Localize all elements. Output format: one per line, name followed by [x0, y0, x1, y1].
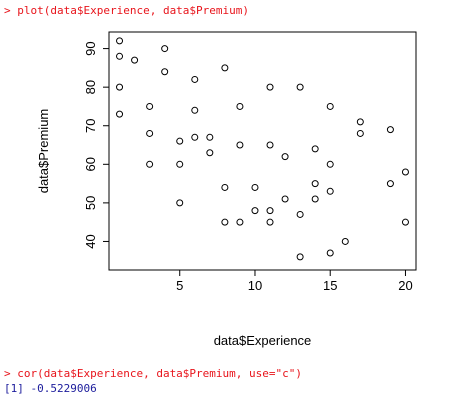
data-point-8: [161, 45, 169, 53]
data-point-34: [296, 253, 304, 261]
x-tick-label-10: 10: [248, 278, 262, 293]
data-point-15: [191, 133, 199, 141]
data-point-13: [191, 75, 199, 83]
y-tick-label-80: 80: [83, 80, 98, 94]
y-axis-label: data$Premium: [36, 109, 51, 194]
data-point-40: [326, 187, 334, 195]
data-point-48: [401, 218, 409, 226]
data-point-44: [356, 129, 364, 137]
data-point-42: [341, 237, 349, 245]
y-tick-label-50: 50: [83, 196, 98, 210]
data-point-5: [146, 102, 154, 110]
data-point-27: [266, 141, 274, 149]
data-point-36: [311, 180, 319, 188]
console-command-cor: > cor(data$Experience, data$Premium, use…: [4, 367, 303, 380]
data-point-32: [296, 83, 304, 91]
data-point-1: [116, 52, 124, 60]
data-point-9: [161, 68, 169, 76]
data-point-21: [236, 102, 244, 110]
data-point-45: [386, 126, 394, 134]
x-tick-label-15: 15: [323, 278, 337, 293]
y-tick-label-90: 90: [83, 41, 98, 55]
x-tick-label-20: 20: [398, 278, 412, 293]
data-point-23: [236, 218, 244, 226]
data-point-18: [221, 64, 229, 72]
data-point-33: [296, 210, 304, 218]
data-point-38: [326, 102, 334, 110]
data-point-6: [146, 129, 154, 137]
data-point-12: [176, 199, 184, 207]
y-tick-label-70: 70: [83, 118, 98, 132]
data-point-16: [206, 133, 214, 141]
data-point-3: [116, 110, 124, 118]
axes: 5 10 15 20 40 50 60 70 80 90: [83, 41, 413, 293]
data-point-4: [131, 56, 139, 64]
console-command-plot: > plot(data$Experience, data$Premium): [4, 4, 250, 17]
data-point-25: [251, 207, 259, 215]
data-point-17: [206, 149, 214, 157]
data-points: [116, 37, 409, 261]
x-tick-label-5: 5: [176, 278, 183, 293]
data-point-30: [281, 153, 289, 161]
data-point-26: [266, 83, 274, 91]
data-point-47: [401, 168, 409, 176]
data-point-31: [281, 195, 289, 203]
data-point-24: [251, 183, 259, 191]
data-point-29: [266, 218, 274, 226]
data-point-14: [191, 106, 199, 114]
data-point-28: [266, 207, 274, 215]
data-point-11: [176, 160, 184, 168]
data-point-0: [116, 37, 124, 45]
plot-frame: [108, 31, 417, 271]
data-point-37: [311, 195, 319, 203]
y-tick-label-40: 40: [83, 234, 98, 248]
data-point-46: [386, 180, 394, 188]
y-tick-label-60: 60: [83, 157, 98, 171]
data-point-20: [221, 218, 229, 226]
data-point-35: [311, 145, 319, 153]
console-output: [1] -0.5229006: [4, 382, 97, 395]
data-point-7: [146, 160, 154, 168]
data-point-41: [326, 249, 334, 257]
data-point-39: [326, 160, 334, 168]
data-point-2: [116, 83, 124, 91]
data-point-43: [356, 118, 364, 126]
x-axis-label: data$Experience: [214, 333, 312, 348]
data-point-22: [236, 141, 244, 149]
data-point-10: [176, 137, 184, 145]
data-point-19: [221, 183, 229, 191]
